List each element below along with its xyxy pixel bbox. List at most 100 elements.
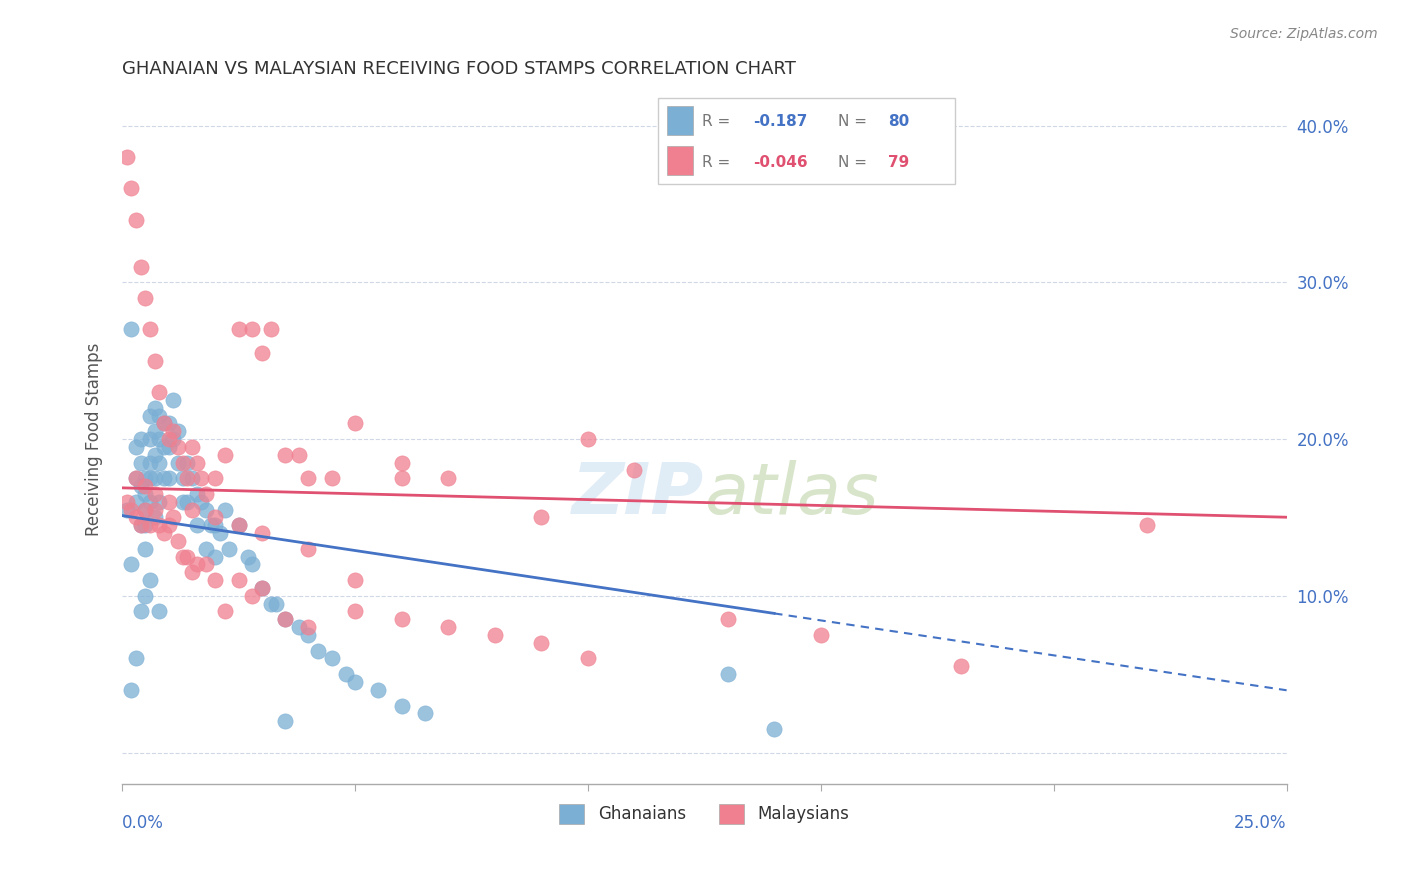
- Point: [297, 628, 319, 642]
- Point: [157, 518, 180, 533]
- Point: [176, 495, 198, 509]
- Point: [297, 471, 319, 485]
- Point: [717, 667, 740, 681]
- Point: [167, 456, 190, 470]
- Point: [167, 425, 190, 439]
- Point: [186, 487, 208, 501]
- Text: -0.187: -0.187: [754, 113, 807, 128]
- Point: [125, 510, 148, 524]
- Point: [343, 605, 366, 619]
- Text: 25.0%: 25.0%: [1234, 814, 1286, 832]
- Point: [530, 510, 553, 524]
- Point: [143, 425, 166, 439]
- Point: [250, 581, 273, 595]
- Text: 80: 80: [889, 113, 910, 128]
- Point: [148, 385, 170, 400]
- Point: [143, 502, 166, 516]
- Point: [343, 417, 366, 431]
- Point: [139, 456, 162, 470]
- Point: [162, 510, 184, 524]
- Point: [214, 502, 236, 516]
- FancyBboxPatch shape: [666, 106, 693, 135]
- Point: [125, 495, 148, 509]
- Point: [139, 409, 162, 423]
- Text: -0.046: -0.046: [754, 155, 808, 170]
- Point: [297, 541, 319, 556]
- Point: [125, 471, 148, 485]
- Point: [194, 502, 217, 516]
- Point: [115, 150, 138, 164]
- Text: N =: N =: [838, 113, 872, 128]
- Point: [157, 417, 180, 431]
- Point: [143, 510, 166, 524]
- Point: [343, 675, 366, 690]
- Point: [148, 518, 170, 533]
- Point: [274, 612, 297, 626]
- Point: [172, 471, 194, 485]
- Point: [139, 322, 162, 336]
- Text: GHANAIAN VS MALAYSIAN RECEIVING FOOD STAMPS CORRELATION CHART: GHANAIAN VS MALAYSIAN RECEIVING FOOD STA…: [122, 60, 796, 78]
- Point: [129, 518, 152, 533]
- Point: [139, 573, 162, 587]
- FancyBboxPatch shape: [658, 98, 955, 184]
- Point: [157, 432, 180, 446]
- Point: [125, 471, 148, 485]
- Point: [157, 495, 180, 509]
- Point: [208, 526, 231, 541]
- Point: [186, 518, 208, 533]
- Point: [181, 566, 204, 580]
- Point: [260, 597, 283, 611]
- Point: [134, 502, 156, 516]
- Point: [148, 605, 170, 619]
- Point: [134, 541, 156, 556]
- Point: [143, 353, 166, 368]
- Point: [162, 392, 184, 407]
- Text: N =: N =: [838, 155, 872, 170]
- Point: [134, 518, 156, 533]
- Point: [120, 502, 142, 516]
- Point: [274, 448, 297, 462]
- Point: [228, 518, 250, 533]
- Point: [530, 636, 553, 650]
- Point: [288, 448, 311, 462]
- Point: [134, 589, 156, 603]
- Point: [176, 549, 198, 564]
- Point: [134, 502, 156, 516]
- Point: [242, 589, 264, 603]
- Point: [242, 558, 264, 572]
- Point: [228, 518, 250, 533]
- FancyBboxPatch shape: [666, 146, 693, 176]
- Point: [129, 605, 152, 619]
- Point: [274, 714, 297, 728]
- Point: [1136, 518, 1159, 533]
- Point: [181, 471, 204, 485]
- Point: [228, 322, 250, 336]
- Point: [218, 541, 240, 556]
- Text: 79: 79: [889, 155, 910, 170]
- Point: [250, 346, 273, 360]
- Point: [148, 495, 170, 509]
- Point: [143, 401, 166, 415]
- Point: [391, 456, 413, 470]
- Point: [143, 487, 166, 501]
- Point: [167, 533, 190, 548]
- Point: [194, 487, 217, 501]
- Point: [139, 432, 162, 446]
- Point: [194, 558, 217, 572]
- Point: [204, 471, 226, 485]
- Point: [120, 181, 142, 195]
- Point: [413, 706, 436, 721]
- Text: ZIP: ZIP: [572, 459, 704, 529]
- Point: [437, 471, 460, 485]
- Point: [120, 558, 142, 572]
- Point: [321, 651, 343, 665]
- Point: [139, 471, 162, 485]
- Point: [288, 620, 311, 634]
- Point: [194, 541, 217, 556]
- Point: [335, 667, 357, 681]
- Point: [172, 495, 194, 509]
- Point: [115, 495, 138, 509]
- Point: [437, 620, 460, 634]
- Point: [172, 456, 194, 470]
- Point: [139, 495, 162, 509]
